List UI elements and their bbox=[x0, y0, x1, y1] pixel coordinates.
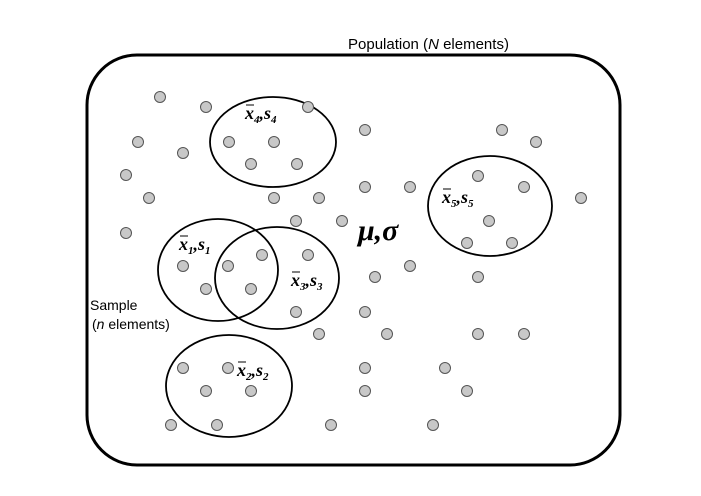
population-element-dot bbox=[359, 181, 371, 193]
sample-4-ellipse bbox=[209, 96, 337, 188]
population-element-dot bbox=[245, 283, 257, 295]
population-element-dot bbox=[223, 136, 235, 148]
population-element-dot bbox=[154, 91, 166, 103]
sample-3-ellipse bbox=[214, 226, 340, 330]
population-element-dot bbox=[291, 158, 303, 170]
sample-note-line1: Sample bbox=[90, 297, 138, 313]
sample-5-label: x5,s5 bbox=[441, 187, 474, 210]
population-element-dot bbox=[256, 249, 268, 261]
population-boundary bbox=[85, 53, 622, 467]
population-element-dot bbox=[472, 328, 484, 340]
population-element-dot bbox=[518, 181, 530, 193]
population-element-dot bbox=[200, 385, 212, 397]
population-element-dot bbox=[369, 271, 381, 283]
population-element-dot bbox=[177, 362, 189, 374]
population-element-dot bbox=[313, 192, 325, 204]
population-element-dot bbox=[222, 362, 234, 374]
population-element-dot bbox=[359, 306, 371, 318]
sample-3-label: x3,s3 bbox=[290, 270, 323, 293]
population-element-dot bbox=[461, 237, 473, 249]
population-element-dot bbox=[268, 192, 280, 204]
population-element-dot bbox=[359, 385, 371, 397]
population-element-dot bbox=[427, 419, 439, 431]
population-elements bbox=[120, 91, 587, 431]
population-element-dot bbox=[211, 419, 223, 431]
population-element-dot bbox=[336, 215, 348, 227]
population-element-dot bbox=[472, 170, 484, 182]
population-element-dot bbox=[506, 237, 518, 249]
population-element-dot bbox=[245, 158, 257, 170]
population-element-dot bbox=[404, 181, 416, 193]
population-element-dot bbox=[222, 260, 234, 272]
population-element-dot bbox=[177, 260, 189, 272]
population-element-dot bbox=[177, 147, 189, 159]
population-element-dot bbox=[290, 215, 302, 227]
population-element-dot bbox=[143, 192, 155, 204]
population-element-dot bbox=[575, 192, 587, 204]
population-element-dot bbox=[496, 124, 508, 136]
sample-2-label: x2,s2 bbox=[236, 360, 269, 383]
sample-note-line2: (n elements) bbox=[92, 316, 170, 332]
svg-text:x3,s3: x3,s3 bbox=[290, 270, 323, 293]
population-element-dot bbox=[404, 260, 416, 272]
population-element-dot bbox=[302, 101, 314, 113]
population-element-dot bbox=[120, 169, 132, 181]
sample-1-ellipse bbox=[157, 218, 279, 322]
population-label: Population (N elements) bbox=[348, 36, 509, 53]
population-element-dot bbox=[165, 419, 177, 431]
population-element-dot bbox=[439, 362, 451, 374]
sample-1-label: x1,s1 bbox=[178, 234, 211, 257]
population-element-dot bbox=[290, 306, 302, 318]
sample-4-label: x4,s4 bbox=[244, 103, 277, 126]
population-element-dot bbox=[200, 283, 212, 295]
population-element-dot bbox=[132, 136, 144, 148]
population-element-dot bbox=[359, 124, 371, 136]
population-element-dot bbox=[530, 136, 542, 148]
population-parameters: μ,σ bbox=[356, 214, 399, 247]
population-element-dot bbox=[461, 385, 473, 397]
sample-5-ellipse bbox=[427, 155, 553, 257]
population-element-dot bbox=[472, 271, 484, 283]
population-element-dot bbox=[200, 101, 212, 113]
population-element-dot bbox=[268, 136, 280, 148]
population-element-dot bbox=[245, 385, 257, 397]
population-element-dot bbox=[325, 419, 337, 431]
population-element-dot bbox=[302, 249, 314, 261]
population-element-dot bbox=[359, 362, 371, 374]
svg-text:x4,s4: x4,s4 bbox=[244, 103, 277, 126]
population-element-dot bbox=[313, 328, 325, 340]
svg-text:x1,s1: x1,s1 bbox=[178, 234, 211, 257]
population-element-dot bbox=[120, 227, 132, 239]
svg-text:x2,s2: x2,s2 bbox=[236, 360, 269, 383]
population-element-dot bbox=[381, 328, 393, 340]
svg-text:x5,s5: x5,s5 bbox=[441, 187, 474, 210]
population-element-dot bbox=[483, 215, 495, 227]
population-element-dot bbox=[518, 328, 530, 340]
sample-2-ellipse bbox=[165, 334, 293, 438]
